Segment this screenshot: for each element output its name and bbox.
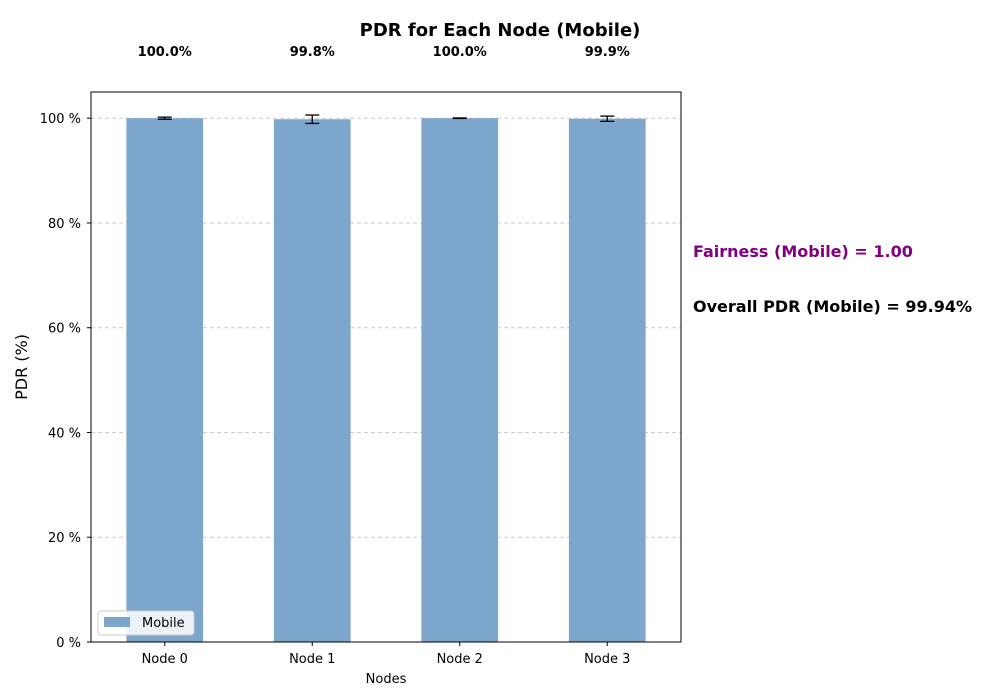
plot-frame (90, 91, 682, 643)
x-axis: Node 0 Node 1 Node 2 Node 3 (142, 642, 630, 667)
x-tick-label: Node 2 (437, 652, 483, 667)
y-axis: 0 % 20 % 40 % 60 % 80 % 100 % (40, 112, 91, 651)
errorbars-layer (157, 114, 615, 125)
legend-swatch (104, 617, 130, 627)
fairness-annotation: Fairness (Mobile) = 1.00 (693, 242, 913, 261)
y-axis-label: PDR (%) (12, 334, 31, 400)
bar (126, 118, 204, 642)
x-tick-label: Node 3 (584, 652, 630, 667)
value-label: 99.8% (290, 45, 335, 60)
legend: Mobile (97, 610, 195, 636)
value-label: 100.0% (433, 45, 487, 60)
bars-layer (126, 118, 646, 642)
y-tick-label: 80 % (48, 217, 81, 232)
value-label: 99.9% (585, 45, 630, 60)
value-label: 100.0% (138, 45, 192, 60)
y-tick-label: 60 % (48, 322, 81, 337)
y-tick-label: 20 % (48, 531, 81, 546)
y-tick-label: 0 % (56, 636, 81, 651)
x-axis-label: Nodes (366, 672, 407, 687)
bar (273, 119, 351, 642)
bar (421, 118, 499, 642)
legend-label: Mobile (142, 616, 185, 631)
x-tick-label: Node 1 (289, 652, 335, 667)
y-tick-label: 40 % (48, 426, 81, 441)
value-labels: 100.0% 99.8% 100.0% 99.9% (138, 45, 630, 60)
x-tick-label: Node 0 (142, 652, 188, 667)
y-tick-label: 100 % (40, 112, 81, 127)
bar (568, 118, 646, 642)
overall-pdr-annotation: Overall PDR (Mobile) = 99.94% (693, 297, 972, 316)
chart-title: PDR for Each Node (Mobile) (360, 20, 641, 41)
